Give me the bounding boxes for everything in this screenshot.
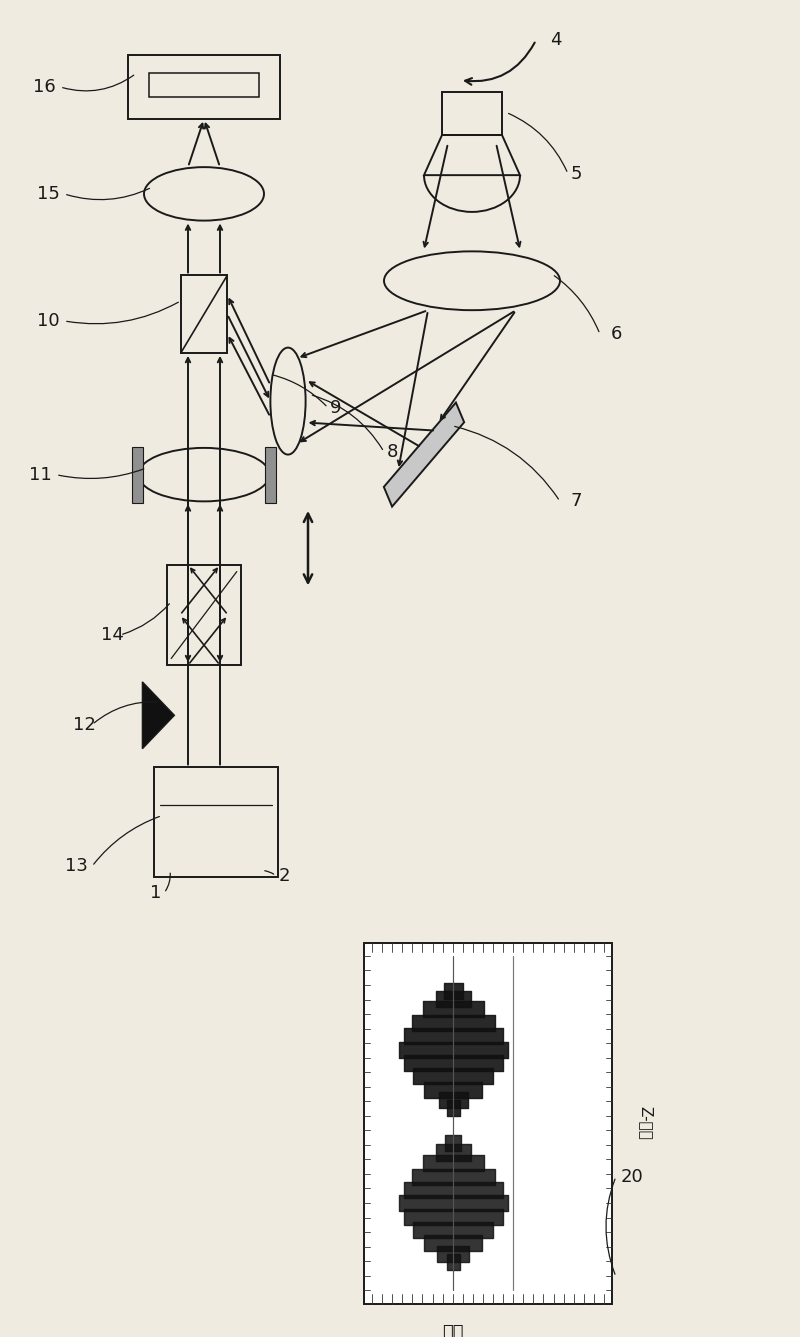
Bar (150, 72, 258, 98)
Text: 15: 15 (37, 185, 59, 203)
Text: Z-位置: Z-位置 (638, 1106, 653, 1140)
Text: 6: 6 (610, 325, 622, 344)
Text: 5: 5 (570, 164, 582, 183)
Text: 11: 11 (29, 465, 51, 484)
Bar (266, 447, 276, 503)
Polygon shape (384, 402, 464, 507)
Text: 20: 20 (621, 1167, 643, 1186)
Bar (364, 943, 612, 1304)
Polygon shape (142, 682, 174, 749)
Text: 7: 7 (570, 492, 582, 511)
Bar (442, 92, 502, 135)
Text: 强度: 强度 (442, 1324, 464, 1337)
Text: 16: 16 (33, 78, 55, 96)
Bar (132, 447, 142, 503)
Text: 10: 10 (37, 312, 59, 330)
Text: 1: 1 (150, 884, 162, 902)
Text: 2: 2 (278, 866, 290, 885)
Text: 12: 12 (73, 715, 95, 734)
Bar (154, 767, 278, 877)
Bar (167, 564, 241, 664)
Bar (128, 55, 280, 119)
Text: 8: 8 (386, 443, 398, 461)
Text: 13: 13 (65, 857, 87, 876)
Text: 4: 4 (550, 31, 562, 49)
Bar (181, 275, 227, 353)
Text: 14: 14 (101, 626, 123, 644)
Text: 9: 9 (330, 398, 342, 417)
